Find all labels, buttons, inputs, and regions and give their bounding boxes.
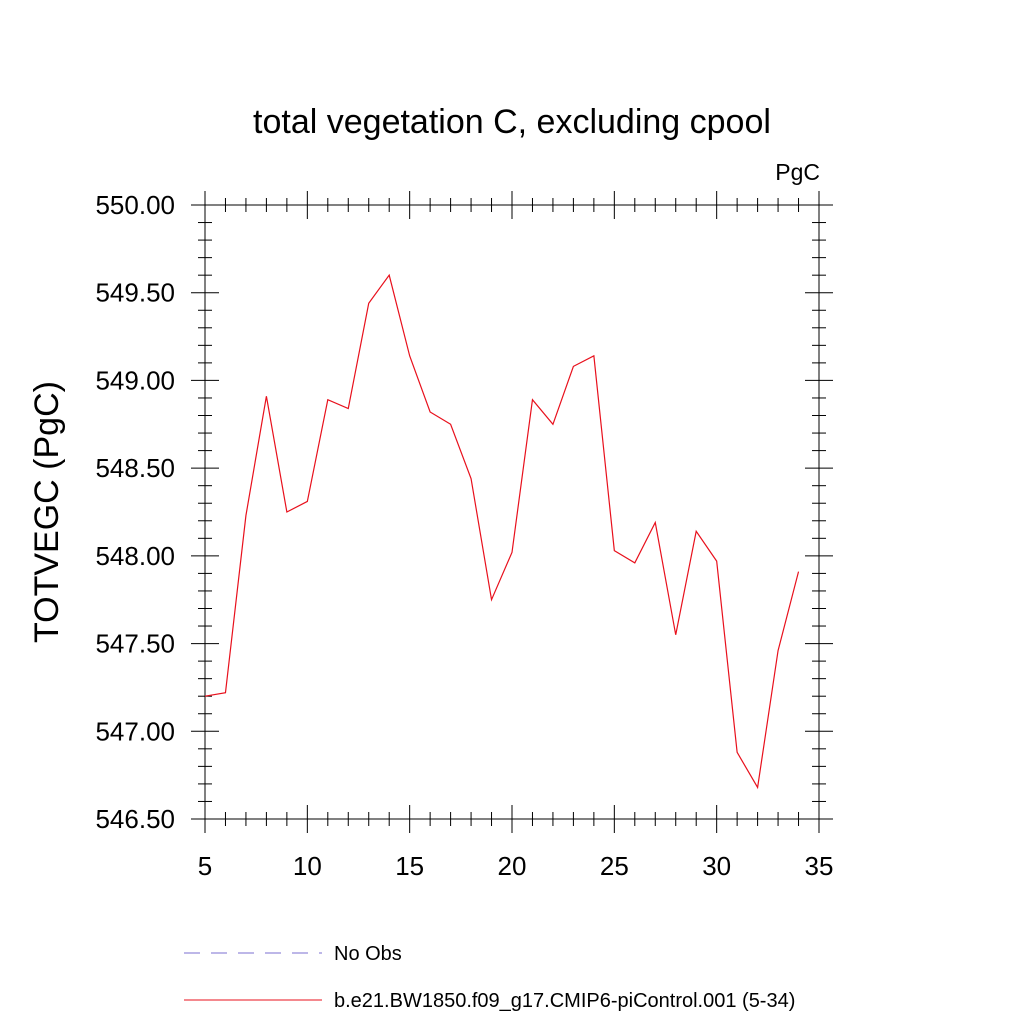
x-tick-label: 10 bbox=[293, 851, 322, 881]
y-tick-label: 550.00 bbox=[95, 190, 175, 220]
y-tick-label: 548.00 bbox=[95, 541, 175, 571]
y-tick-label: 548.50 bbox=[95, 453, 175, 483]
series-lines bbox=[204, 273, 800, 790]
y-tick-label: 549.50 bbox=[95, 278, 175, 308]
units-label: PgC bbox=[775, 159, 820, 185]
chart-title: total vegetation C, excluding cpool bbox=[253, 103, 771, 141]
x-tick-labels: 5 10 15 20 25 30 35 bbox=[198, 851, 834, 881]
y-tick-label: 549.00 bbox=[95, 365, 175, 395]
y-axis-label: TOTVEGC (PgC) bbox=[28, 381, 66, 643]
axis-ticks bbox=[191, 191, 833, 833]
series-line-picontrol bbox=[204, 273, 800, 790]
x-tick-label: 20 bbox=[498, 851, 527, 881]
y-tick-label: 546.50 bbox=[95, 804, 175, 834]
legend-label-picontrol: b.e21.BW1850.f09_g17.CMIP6-piControl.001… bbox=[334, 990, 795, 1012]
legend: No Obs b.e21.BW1850.f09_g17.CMIP6-piCont… bbox=[184, 943, 795, 1012]
x-tick-label: 15 bbox=[395, 851, 424, 881]
x-tick-label: 5 bbox=[198, 851, 212, 881]
x-tick-label: 30 bbox=[702, 851, 731, 881]
x-tick-label: 35 bbox=[805, 851, 834, 881]
legend-label-no-obs: No Obs bbox=[334, 943, 402, 965]
y-tick-labels: 546.50 547.00 547.50 548.00 548.50 549.00 549.… bbox=[95, 190, 175, 834]
plot-frame bbox=[204, 204, 820, 820]
y-tick-label: 547.00 bbox=[95, 716, 175, 746]
x-tick-label: 25 bbox=[600, 851, 629, 881]
y-tick-label: 547.50 bbox=[95, 629, 175, 659]
